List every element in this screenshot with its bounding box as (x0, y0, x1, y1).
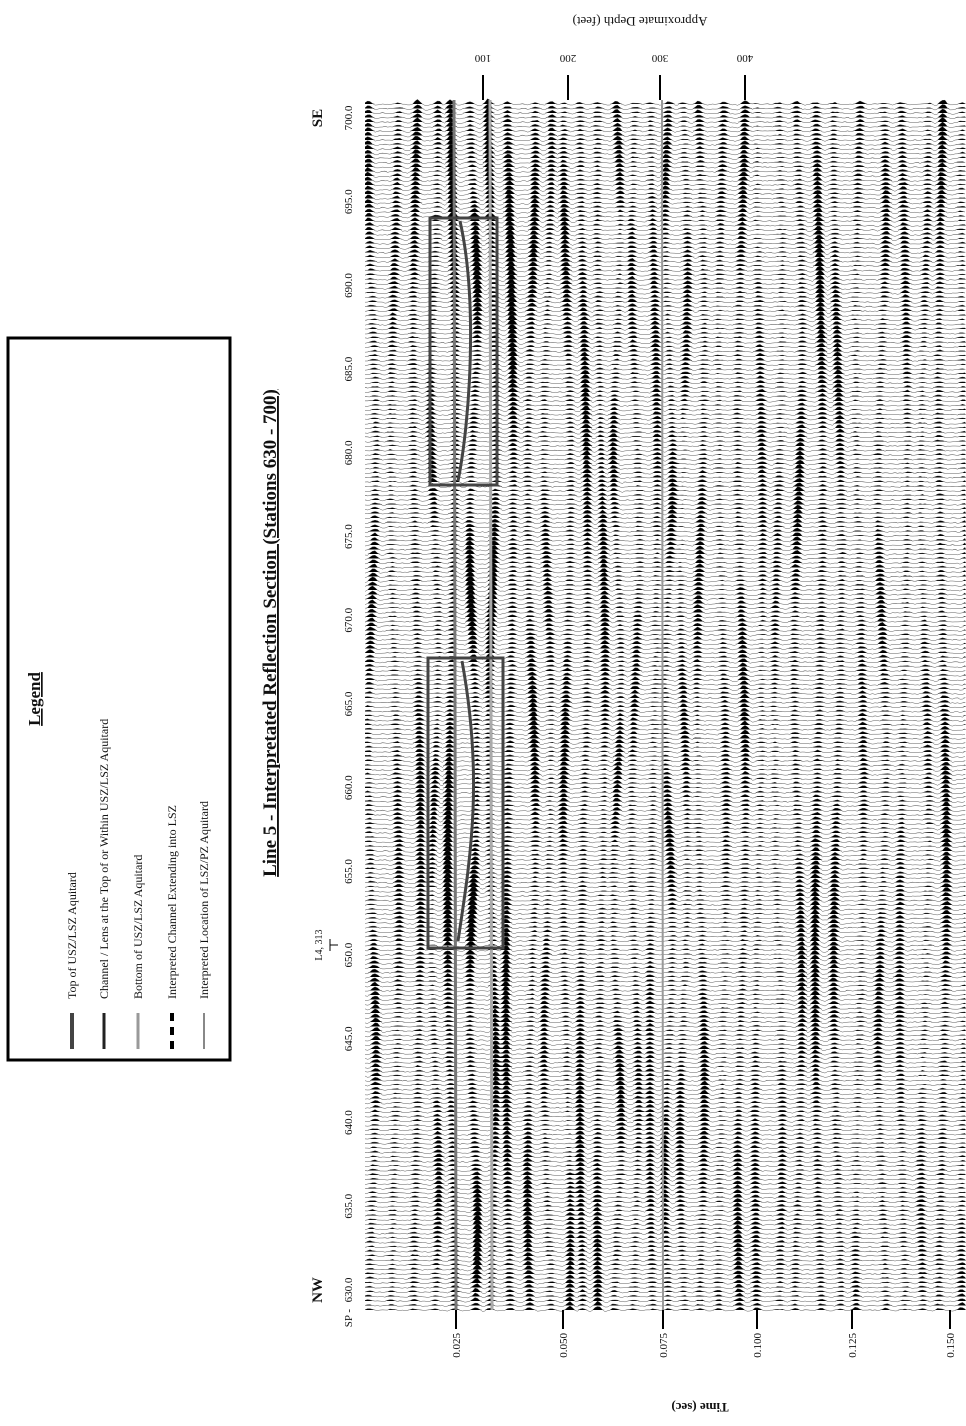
time-tick-label: 0.075 (658, 1333, 670, 1358)
station-label: 695.0 (343, 189, 355, 214)
station-label: 635.0 (343, 1193, 355, 1218)
depth-tick-label: 400 (736, 52, 753, 64)
time-tick-label: 0.025 (451, 1333, 463, 1358)
pz-aquitard-line (662, 100, 663, 1310)
landscape-frame: Legend Line 5 - Interpretated Reflection… (8, 14, 966, 1415)
station-label: 700.0 (343, 105, 355, 130)
depth-tick-label: 300 (651, 52, 668, 64)
station-label: 675.0 (343, 524, 355, 549)
seismic-section (365, 99, 966, 1312)
legend-entry: Interpreted Channel Extending into LSZ (165, 805, 179, 999)
station-label: 650.0 (343, 942, 355, 967)
time-tick-label: 0.100 (752, 1333, 764, 1358)
crossing-tick (330, 939, 338, 951)
time-axis-title: Time (sec) (671, 1400, 728, 1415)
figure: Legend Line 5 - Interpretated Reflection… (0, 0, 966, 1421)
top-aquitard-line (454, 100, 456, 1310)
figure-title: Line 5 - Interpretated Reflection Sectio… (260, 389, 281, 877)
depth-tick-label: 100 (474, 52, 491, 64)
legend-entry: Interpreted Location of LSZ/PZ Aquitard (197, 801, 211, 999)
bottom-aquitard-line (490, 100, 492, 1310)
legend-entry: Bottom of USZ/LSZ Aquitard (131, 855, 145, 999)
time-tick-label: 0.150 (945, 1333, 957, 1358)
station-label: 685.0 (343, 356, 355, 381)
station-prefix: SP - (343, 1309, 355, 1328)
station-label: 645.0 (343, 1026, 355, 1051)
page: Legend Line 5 - Interpretated Reflection… (0, 0, 966, 1421)
station-label: 640.0 (343, 1110, 355, 1135)
right-direction: SE (310, 109, 326, 127)
legend-entry: Channel / Lens at the Top of or Within U… (97, 719, 111, 999)
crossing-marker: L4, 313 (314, 929, 325, 960)
station-label: 665.0 (343, 691, 355, 716)
station-label: 630.0 (343, 1277, 355, 1302)
legend-title: Legend (25, 672, 44, 726)
station-label: 660.0 (343, 775, 355, 800)
left-direction: NW (310, 1277, 326, 1303)
depth-axis-title: Approximate Depth (feet) (572, 14, 707, 29)
legend-entry: Top of USZ/LSZ Aquitard (65, 872, 79, 999)
time-tick-label: 0.050 (558, 1333, 570, 1358)
station-label: 680.0 (343, 440, 355, 465)
station-label: 670.0 (343, 607, 355, 632)
time-tick-label: 0.125 (847, 1333, 859, 1358)
station-label: 690.0 (343, 273, 355, 298)
depth-tick-label: 200 (559, 52, 576, 64)
station-label: 655.0 (343, 859, 355, 884)
